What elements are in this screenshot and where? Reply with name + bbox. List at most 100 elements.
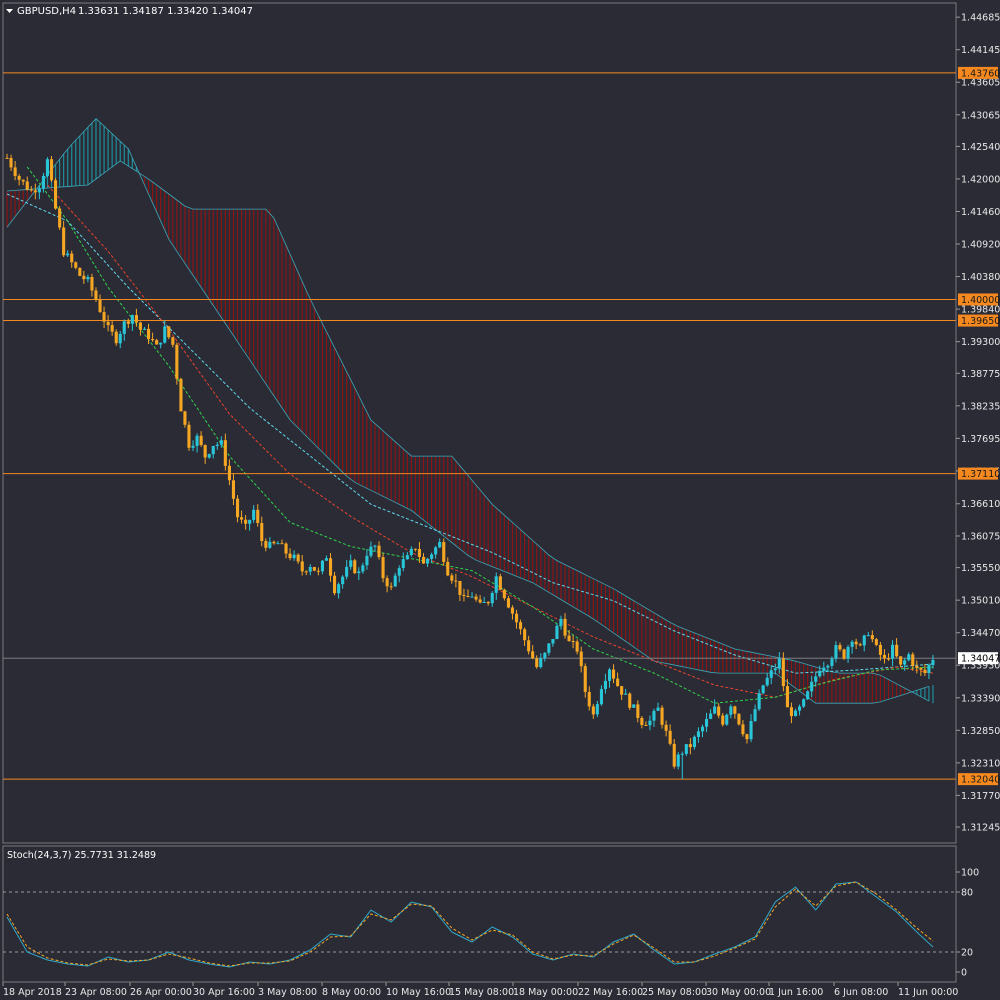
candle-body (927, 664, 931, 673)
price-tick-label: 1.33930 (961, 661, 1000, 672)
candle-body (248, 520, 252, 524)
candle-body (353, 560, 357, 574)
candle-body (745, 734, 749, 740)
candle-body (385, 578, 389, 587)
candle-body (244, 519, 248, 524)
candle-body (874, 639, 878, 645)
candle-body (608, 669, 612, 681)
level-price-label: 1.40000 (961, 295, 1000, 306)
candle-body (919, 668, 923, 670)
candle-body (842, 649, 846, 659)
candle-body (535, 658, 539, 668)
candle-body (773, 668, 777, 671)
candle-body (341, 576, 345, 585)
candle-body (543, 652, 547, 659)
price-tick-label: 1.34470 (961, 628, 1000, 639)
candle-body (539, 658, 543, 668)
candle-body (846, 646, 850, 659)
candle-body (668, 730, 672, 744)
candle-body (300, 561, 304, 572)
candle-body (377, 545, 381, 558)
price-tick-label: 1.35010 (961, 596, 1000, 607)
main-plot[interactable] (2, 2, 957, 844)
candle-body (907, 654, 911, 661)
candle-body (78, 267, 82, 276)
candle-body (70, 253, 74, 263)
candle-body (102, 312, 106, 322)
candle-body (417, 549, 421, 557)
stoch-pane[interactable]: 100 80 20 0 (2, 845, 979, 983)
candle-body (644, 725, 648, 726)
candle-body (672, 743, 676, 767)
level-price-tag (958, 773, 998, 786)
candle-body (401, 559, 405, 568)
symbol-label: GBPUSD,H4 (17, 6, 76, 17)
candle-body (587, 692, 591, 707)
candle-body (110, 325, 114, 332)
time-tick-label: 6 Jun 08:00 (834, 987, 888, 998)
candle-body (555, 625, 559, 639)
candle-body (454, 580, 458, 582)
candle-body (422, 557, 426, 564)
chart-menu-icon[interactable] (6, 9, 13, 13)
candle-body (911, 654, 915, 666)
ichimoku-cloud (6, 118, 934, 704)
candle-body (74, 262, 78, 268)
candle-body (143, 328, 147, 330)
level-price-label: 1.39650 (961, 316, 1000, 327)
candle-body (648, 720, 652, 726)
candle-body (777, 658, 781, 669)
stoch-tick-label: 100 (961, 868, 979, 879)
candle-body (292, 554, 296, 559)
candle-body (822, 667, 826, 671)
candle-body (891, 644, 895, 659)
candle-body (337, 584, 341, 594)
price-tick-label: 1.43065 (961, 110, 1000, 121)
candle-body (365, 555, 369, 566)
candle-body (361, 565, 365, 572)
candle-body (276, 543, 280, 545)
candle-body (559, 618, 563, 626)
candle-body (118, 333, 122, 344)
time-tick-label: 22 May 16:00 (578, 987, 643, 998)
candle-body (37, 188, 41, 193)
horizontal-levels[interactable] (3, 72, 956, 780)
candle-body (834, 645, 838, 659)
candle-body (316, 570, 320, 572)
candle-body (830, 658, 834, 666)
candle-body (506, 598, 510, 608)
candle-body (462, 594, 466, 596)
candle-body (90, 277, 94, 291)
candle-body (94, 290, 98, 300)
candle-body (547, 643, 551, 653)
candle-body (434, 547, 438, 555)
candle-body (781, 658, 785, 687)
candle-body (789, 707, 793, 717)
candle-body (866, 635, 870, 637)
candle-body (701, 726, 705, 732)
level-price-label: 1.43760 (961, 68, 1000, 79)
candle-body (199, 435, 203, 445)
candle-body (41, 175, 45, 189)
candle-body (369, 546, 373, 556)
level-price-tag (958, 314, 998, 327)
candle-body (268, 541, 272, 548)
candle-body (5, 157, 9, 159)
candle-body (50, 159, 54, 181)
candle-body (753, 709, 757, 721)
candle-body (25, 181, 29, 190)
candle-body (373, 545, 377, 547)
candle-body (236, 498, 240, 518)
price-tick-label: 1.35550 (961, 563, 1000, 574)
candle-body (405, 555, 409, 560)
candle-body (510, 607, 514, 614)
candle-body (523, 629, 527, 641)
candle-body (450, 575, 454, 581)
candle-body (640, 717, 644, 725)
candle-body (179, 378, 183, 412)
candle-body (312, 567, 316, 571)
candle-body (329, 558, 333, 576)
price-tick-label: 1.39300 (961, 337, 1000, 348)
candle-body (854, 641, 858, 645)
